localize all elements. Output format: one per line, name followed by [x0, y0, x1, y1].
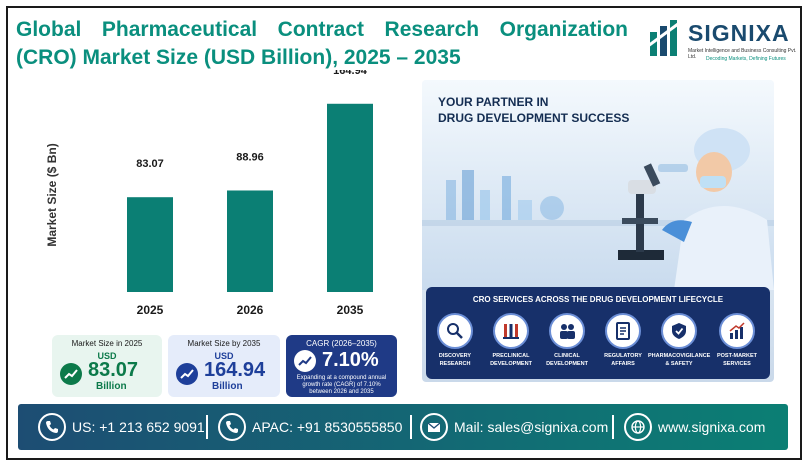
logo-subtitle: Market Intelligence and Business Consult…: [688, 48, 797, 60]
service-label: DISCOVERY RESEARCH: [438, 353, 472, 367]
contact-footer: US: +1 213 652 9091 APAC: +91 8530555850…: [18, 404, 788, 450]
divider: [612, 415, 614, 439]
kpi-card-2035: Market Size by 2035 USD 164.94 Billion: [168, 335, 280, 397]
bar-2035: [327, 103, 373, 292]
phone-icon: [218, 413, 246, 441]
kpi-suffix: Billion: [212, 381, 243, 392]
contact-website-text: www.signixa.com: [658, 419, 766, 435]
y-axis-label: Market Size ($ Bn): [45, 143, 59, 246]
page-title: Global Pharmaceutical Contract Research …: [16, 18, 628, 69]
contact-apac-phone[interactable]: APAC: +91 8530555850: [218, 412, 402, 442]
kpi-label: CAGR (2026–2035): [306, 339, 377, 348]
logo-tagline: Decoding Markets, Defining Futures: [706, 56, 786, 62]
panel-headline: YOUR PARTNER IN DRUG DEVELOPMENT SUCCESS: [438, 94, 629, 126]
phone-icon: [38, 413, 66, 441]
contact-apac-text: APAC: +91 8530555850: [252, 419, 403, 435]
service-label: PRECLINICAL DEVELOPMENT: [490, 353, 532, 367]
service-label: PHARMACOVIGILANCE & SAFETY: [648, 353, 711, 367]
mail-icon: [420, 413, 448, 441]
magnifier-molecule-icon: [437, 313, 473, 349]
kpi-label: Market Size by 2035: [187, 339, 261, 348]
contact-mail-text: Mail: sales@signixa.com: [454, 419, 609, 435]
service-pharmacovigilance-safety: PHARMACOVIGILANCE & SAFETY: [648, 313, 710, 375]
lab-scientist-illustration: [422, 80, 774, 290]
service-label: POST-MARKET SERVICES: [716, 353, 758, 367]
people-icon: [549, 313, 585, 349]
logo-mark-icon: [647, 20, 679, 56]
growth-chart-icon: [719, 313, 755, 349]
kpi-description: Expanding at a compound annual growth ra…: [296, 375, 387, 395]
kpi-unit: USD: [97, 351, 117, 361]
globe-icon: [624, 413, 652, 441]
kpi-value: 83.07: [88, 359, 139, 381]
contact-mail[interactable]: Mail: sales@signixa.com: [420, 412, 608, 442]
test-tubes-icon: [493, 313, 529, 349]
kpi-value: 164.94: [204, 359, 266, 381]
kpi-suffix: Billion: [96, 381, 127, 392]
document-icon: [605, 313, 641, 349]
chart-growth-icon: [176, 363, 198, 385]
service-discovery-research: DISCOVERY RESEARCH: [428, 313, 482, 375]
x-tick-label-2026: 2026: [237, 303, 264, 317]
service-label: REGULATORY AFFAIRS: [604, 353, 642, 367]
kpi-card-cagr: CAGR (2026–2035) 7.10% Expanding at a co…: [286, 335, 397, 397]
signixa-logo: SIGNIXA Market Intelligence and Business…: [647, 18, 798, 68]
contact-us-text: US: +1 213 652 9091: [72, 419, 205, 435]
kpi-cards: Market Size in 2025 USD 83.07 Billion Ma…: [52, 335, 397, 397]
service-regulatory-affairs: REGULATORY AFFAIRS: [596, 313, 650, 375]
shield-check-icon: [661, 313, 697, 349]
panel-headline-line2: DRUG DEVELOPMENT SUCCESS: [438, 111, 630, 125]
service-clinical-development: CLINICAL DEVELOPMENT: [540, 313, 594, 375]
kpi-label: Market Size in 2025: [71, 339, 143, 348]
service-post-market-services: POST-MARKET SERVICES: [710, 313, 764, 375]
service-preclinical-development: PRECLINICAL DEVELOPMENT: [484, 313, 538, 375]
kpi-unit: USD: [214, 351, 234, 361]
market-size-bar-chart: Market Size ($ Bn) 83.07 2025 88.96 2026 164.…: [45, 70, 373, 317]
panel-headline-line1: YOUR PARTNER IN: [438, 95, 549, 109]
services-strip: CRO SERVICES ACROSS THE DRUG DEVELOPMENT…: [426, 287, 770, 379]
contact-website[interactable]: www.signixa.com: [624, 412, 765, 442]
value-label-2026: 88.96: [236, 151, 264, 163]
value-label-2035: 164.94: [333, 70, 368, 77]
bar-2026: [227, 190, 273, 292]
service-label: CLINICAL DEVELOPMENT: [546, 353, 588, 367]
divider: [410, 415, 412, 439]
chart-growth-icon: [294, 350, 316, 372]
chart-growth-icon: [60, 363, 82, 385]
page-frame: [6, 6, 802, 460]
kpi-card-2025: Market Size in 2025 USD 83.07 Billion: [52, 335, 162, 397]
kpi-value: 7.10%: [322, 349, 379, 371]
bar-2025: [127, 197, 173, 292]
services-panel: YOUR PARTNER IN DRUG DEVELOPMENT SUCCESS…: [422, 80, 774, 382]
x-tick-label-2025: 2025: [137, 303, 164, 317]
x-tick-label-2035: 2035: [337, 303, 364, 317]
divider: [206, 415, 208, 439]
value-label-2025: 83.07: [136, 158, 164, 170]
services-title: CRO SERVICES ACROSS THE DRUG DEVELOPMENT…: [472, 295, 724, 304]
contact-us-phone[interactable]: US: +1 213 652 9091: [38, 412, 205, 442]
logo-name: SIGNIXA: [688, 20, 790, 46]
